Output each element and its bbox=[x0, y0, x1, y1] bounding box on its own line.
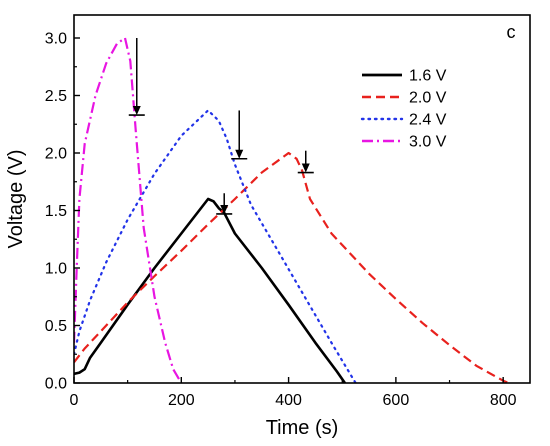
y-tick-label: 2.0 bbox=[45, 146, 67, 163]
series-line-1 bbox=[74, 151, 509, 383]
y-axis-title: Voltage (V) bbox=[5, 150, 27, 249]
x-axis-title: Time (s) bbox=[266, 417, 339, 439]
series-line-3 bbox=[74, 36, 183, 383]
legend-label-0: 1.6 V bbox=[409, 68, 447, 85]
y-tick-label: 3.0 bbox=[45, 31, 67, 48]
legend-label-2: 2.4 V bbox=[409, 112, 447, 129]
switch-arrow-0 bbox=[216, 193, 233, 215]
switch-arrow-3 bbox=[128, 38, 145, 116]
legend-label-1: 2.0 V bbox=[409, 90, 447, 107]
tick-layer: 0 200 400 600 800 0.0 0.5 1.0 1.5 2.0 2.5 3.0 bbox=[45, 31, 517, 410]
plot-frame bbox=[73, 14, 531, 384]
x-tick-label: 800 bbox=[490, 392, 517, 409]
arrow-layer bbox=[128, 38, 314, 215]
x-tick-label: 600 bbox=[383, 392, 410, 409]
series-line-2 bbox=[74, 109, 357, 383]
legend: 1.6 V 2.0 V 2.4 V 3.0 V bbox=[360, 68, 447, 151]
panel-label: c bbox=[507, 22, 516, 42]
y-tick-label: 2.5 bbox=[45, 88, 67, 105]
x-tick-label: 200 bbox=[168, 392, 195, 409]
legend-label-3: 3.0 V bbox=[409, 134, 447, 151]
y-tick-label: 0.5 bbox=[45, 318, 67, 335]
switch-arrow-1 bbox=[297, 150, 314, 174]
y-tick-label: 0.0 bbox=[45, 376, 67, 393]
switch-arrow-2 bbox=[231, 110, 248, 160]
y-tick-label: 1.0 bbox=[45, 261, 67, 278]
series-line-0 bbox=[74, 197, 346, 383]
x-tick-label: 400 bbox=[275, 392, 302, 409]
x-tick-label: 0 bbox=[70, 392, 79, 409]
y-tick-label: 1.5 bbox=[45, 203, 67, 220]
series-layer bbox=[74, 36, 509, 383]
